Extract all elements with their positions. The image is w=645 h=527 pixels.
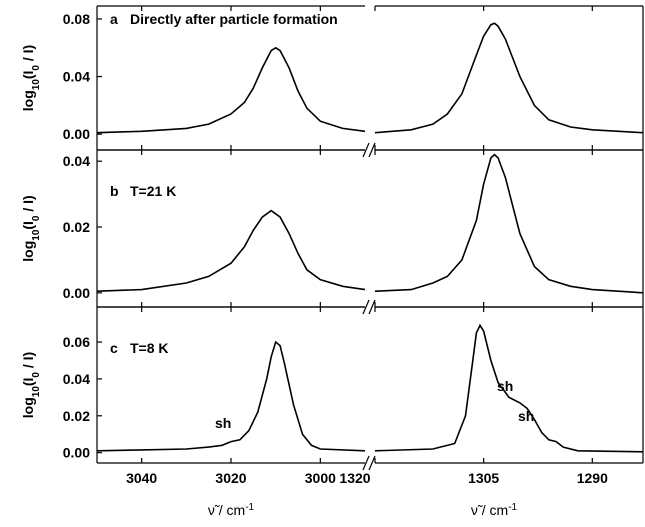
y-tick-label: 0.04	[63, 69, 90, 85]
y-tick-label: 0.06	[63, 334, 90, 350]
x-tick-label: 1305	[468, 470, 499, 486]
panel-label: a	[110, 11, 118, 27]
axis-break	[362, 142, 370, 158]
spectrum-line	[96, 209, 366, 292]
shoulder-label: sh	[215, 415, 231, 431]
panel-label: c	[110, 340, 118, 356]
text-part: ν̃ / cm	[208, 502, 245, 518]
spectrum-line	[96, 46, 366, 134]
text-part: (I	[20, 221, 36, 230]
text-part: / I)	[20, 45, 36, 65]
text-part: log	[20, 241, 36, 262]
axis-break	[362, 299, 370, 315]
x-tick-label: 1320	[339, 470, 370, 486]
script: -1	[508, 502, 517, 513]
spectrum-line	[374, 323, 644, 453]
text-part: ν̃ / cm	[471, 502, 508, 518]
script: 0	[31, 65, 42, 71]
script: -1	[245, 502, 254, 513]
y-tick-label: 0.08	[63, 11, 90, 27]
axis-break	[362, 455, 370, 471]
spectrum-line	[96, 340, 366, 452]
text-part: / I)	[20, 195, 36, 215]
x-tick-label: 3020	[215, 470, 246, 486]
text-part: log	[20, 90, 36, 111]
axis-break	[368, 455, 376, 471]
y-tick-label: 0.00	[63, 126, 90, 142]
axis-break	[368, 299, 376, 315]
y-tick-label: 0.02	[63, 219, 90, 235]
x-axis-label: ν̃ / cm-1	[208, 502, 255, 519]
text-part: (I	[20, 378, 36, 387]
x-tick-label: 3040	[126, 470, 157, 486]
y-axis-label: log10(I0 / I)	[20, 195, 42, 261]
script: 0	[31, 215, 42, 221]
panel-annotation: T=8 K	[130, 340, 169, 356]
panel-label: b	[110, 183, 119, 199]
script: 10	[31, 386, 42, 398]
script: 0	[31, 372, 42, 378]
script: 10	[31, 79, 42, 91]
shoulder-label: sh	[518, 408, 534, 424]
text-part: (I	[20, 71, 36, 80]
panel-annotation: T=21 K	[130, 183, 176, 199]
y-tick-label: 0.02	[63, 408, 90, 424]
text-part: / I)	[20, 352, 36, 372]
y-tick-label: 0.00	[63, 445, 90, 461]
axis-break	[368, 142, 376, 158]
y-tick-label: 0.04	[63, 371, 90, 387]
x-axis-label: ν̃ / cm-1	[471, 502, 518, 519]
y-tick-label: 0.00	[63, 285, 90, 301]
script: 10	[31, 229, 42, 241]
shoulder-label: sh	[497, 378, 513, 394]
y-axis-label: log10(I0 / I)	[20, 45, 42, 111]
y-tick-label: 0.04	[63, 153, 90, 169]
text-part: log	[20, 397, 36, 418]
spectrum-line	[374, 22, 644, 134]
x-tick-label: 3000	[305, 470, 336, 486]
spectrum-line	[374, 153, 644, 294]
y-axis-label: log10(I0 / I)	[20, 352, 42, 418]
x-tick-label: 1290	[577, 470, 608, 486]
panel-annotation: Directly after particle formation	[130, 11, 338, 27]
